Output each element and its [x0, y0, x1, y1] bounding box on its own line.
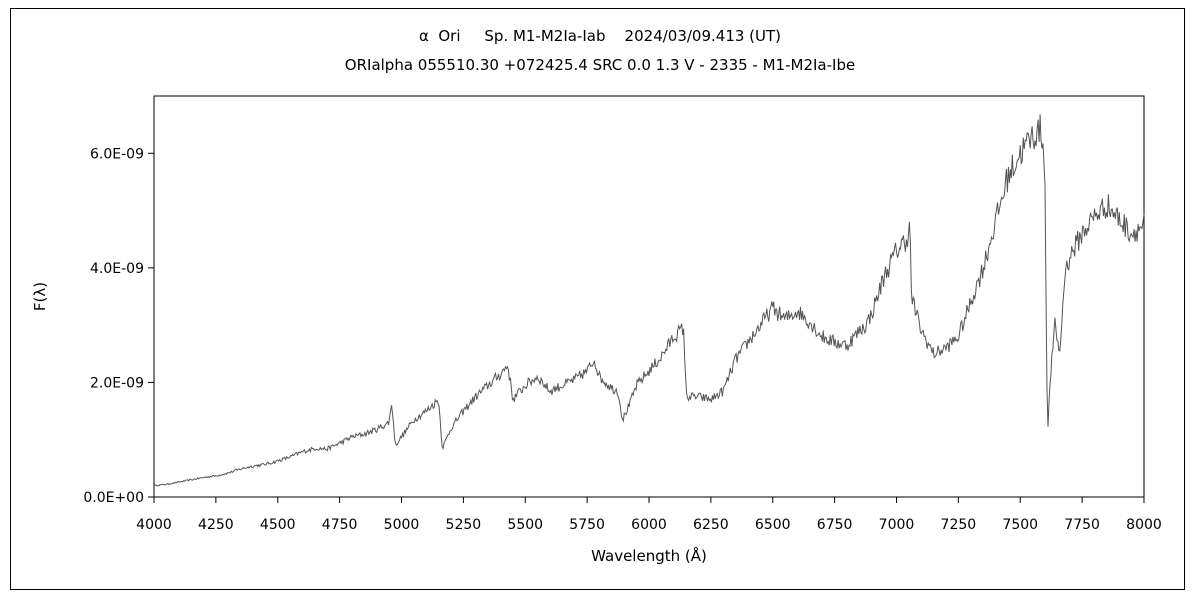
- plot-area: [153, 95, 1145, 498]
- y-tick-label: 0.0E+00: [83, 490, 144, 506]
- x-tick-label: 7750: [1064, 517, 1100, 533]
- y-tick-label: 2.0E-09: [90, 375, 144, 391]
- x-tick-label: 6000: [631, 517, 667, 533]
- x-axis-label: Wavelength (Å): [591, 546, 707, 565]
- x-tick-label: 6250: [693, 517, 729, 533]
- x-tick-label: 7250: [941, 517, 977, 533]
- y-tick-label: 4.0E-09: [90, 261, 144, 277]
- x-tick-label: 5750: [569, 517, 605, 533]
- y-tick-label: 6.0E-09: [90, 146, 144, 162]
- chart-frame: [10, 8, 1185, 590]
- x-tick-label: 5250: [446, 517, 482, 533]
- y-axis: 0.0E+00 2.0E-09 4.0E-09 6.0E-09: [83, 146, 154, 506]
- x-tick-label: 4000: [136, 517, 172, 533]
- chart-title: α Ori Sp. M1-M2Ia-Iab 2024/03/09.413 (UT…: [418, 27, 782, 45]
- x-tick-label: 5000: [384, 517, 420, 533]
- x-tick-label: 7500: [1002, 517, 1038, 533]
- x-tick-label: 4750: [322, 517, 358, 533]
- x-tick-label: 5500: [507, 517, 543, 533]
- chart-subtitle: ORIalpha 055510.30 +072425.4 SRC 0.0 1.3…: [344, 56, 856, 74]
- x-tick-label: 6500: [755, 517, 791, 533]
- x-tick-label: 6750: [817, 517, 853, 533]
- x-tick-label: 4250: [198, 517, 234, 533]
- x-tick-label: 8000: [1126, 517, 1162, 533]
- y-axis-label: F(λ): [31, 282, 49, 311]
- x-tick-label: 4500: [260, 517, 296, 533]
- x-tick-label: 7000: [879, 517, 915, 533]
- spectrum-line: [153, 114, 1145, 487]
- x-axis: 4000 4250 4500 4750 5000 5250 5500 5750 6000 6250…: [136, 497, 1162, 533]
